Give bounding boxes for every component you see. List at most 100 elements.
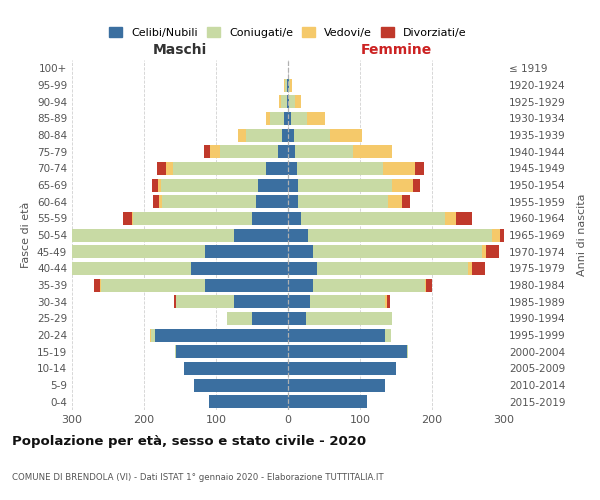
Bar — [133, 212, 252, 225]
Bar — [205, 245, 288, 258]
Bar — [234, 295, 288, 308]
Bar — [288, 312, 306, 325]
Bar — [288, 245, 313, 258]
Bar — [53, 228, 65, 241]
Bar — [289, 78, 290, 92]
Bar — [278, 95, 281, 108]
Bar — [184, 362, 288, 375]
Bar — [330, 128, 362, 141]
Bar — [288, 212, 301, 225]
Bar — [287, 95, 288, 108]
Bar — [31, 262, 32, 275]
Bar — [68, 228, 234, 241]
Bar — [288, 262, 317, 275]
Bar — [32, 262, 191, 275]
Bar — [407, 345, 408, 358]
Bar — [288, 362, 396, 375]
Bar — [234, 228, 288, 241]
Bar — [94, 278, 100, 291]
Bar — [468, 262, 472, 275]
Bar — [245, 128, 281, 141]
Bar — [288, 95, 289, 108]
Bar — [288, 395, 367, 408]
Bar — [388, 195, 403, 208]
Bar — [284, 112, 288, 125]
Bar — [157, 162, 166, 175]
Text: Popolazione per età, sesso e stato civile - 2020: Popolazione per età, sesso e stato civil… — [12, 435, 366, 448]
Bar — [290, 78, 292, 92]
Bar — [288, 345, 407, 358]
Bar — [317, 262, 468, 275]
Bar — [306, 312, 392, 325]
Bar — [288, 112, 291, 125]
Bar — [301, 212, 445, 225]
Bar — [287, 78, 288, 92]
Bar — [288, 195, 298, 208]
Bar — [385, 328, 391, 342]
Bar — [313, 245, 482, 258]
Bar — [266, 112, 270, 125]
Bar — [445, 212, 456, 225]
Bar — [194, 378, 288, 392]
Bar — [158, 178, 161, 192]
Bar — [155, 328, 288, 342]
Bar — [456, 212, 472, 225]
Bar — [383, 162, 415, 175]
Bar — [151, 328, 155, 342]
Bar — [313, 278, 425, 291]
Bar — [288, 78, 289, 92]
Bar — [176, 345, 288, 358]
Bar — [162, 195, 256, 208]
Bar — [161, 178, 258, 192]
Bar — [308, 228, 492, 241]
Bar — [270, 112, 284, 125]
Bar — [252, 312, 288, 325]
Text: Maschi: Maschi — [153, 42, 207, 56]
Bar — [22, 262, 31, 275]
Text: Femmine: Femmine — [361, 42, 431, 56]
Bar — [266, 162, 288, 175]
Bar — [288, 228, 308, 241]
Bar — [227, 312, 252, 325]
Bar — [307, 112, 325, 125]
Bar — [288, 128, 294, 141]
Bar — [413, 178, 421, 192]
Bar — [209, 395, 288, 408]
Bar — [472, 262, 485, 275]
Bar — [426, 278, 432, 291]
Bar — [256, 195, 288, 208]
Bar — [152, 178, 158, 192]
Bar — [11, 245, 14, 258]
Bar — [132, 212, 133, 225]
Bar — [174, 295, 176, 308]
Bar — [258, 178, 288, 192]
Bar — [175, 345, 176, 358]
Y-axis label: Anni di nascita: Anni di nascita — [577, 194, 587, 276]
Bar — [288, 328, 385, 342]
Bar — [425, 278, 426, 291]
Bar — [500, 228, 516, 241]
Bar — [288, 378, 385, 392]
Bar — [3, 245, 11, 258]
Bar — [14, 245, 205, 258]
Bar — [281, 128, 288, 141]
Bar — [310, 295, 385, 308]
Bar — [295, 145, 353, 158]
Bar — [415, 162, 424, 175]
Y-axis label: Fasce di età: Fasce di età — [22, 202, 31, 268]
Bar — [291, 112, 307, 125]
Bar — [294, 128, 330, 141]
Bar — [298, 195, 388, 208]
Bar — [278, 145, 288, 158]
Bar — [392, 178, 413, 192]
Bar — [288, 178, 298, 192]
Bar — [220, 145, 278, 158]
Bar — [154, 195, 159, 208]
Bar — [288, 278, 313, 291]
Bar — [284, 78, 285, 92]
Bar — [101, 278, 205, 291]
Bar — [176, 295, 234, 308]
Bar — [482, 245, 486, 258]
Bar — [166, 162, 173, 175]
Bar — [285, 78, 287, 92]
